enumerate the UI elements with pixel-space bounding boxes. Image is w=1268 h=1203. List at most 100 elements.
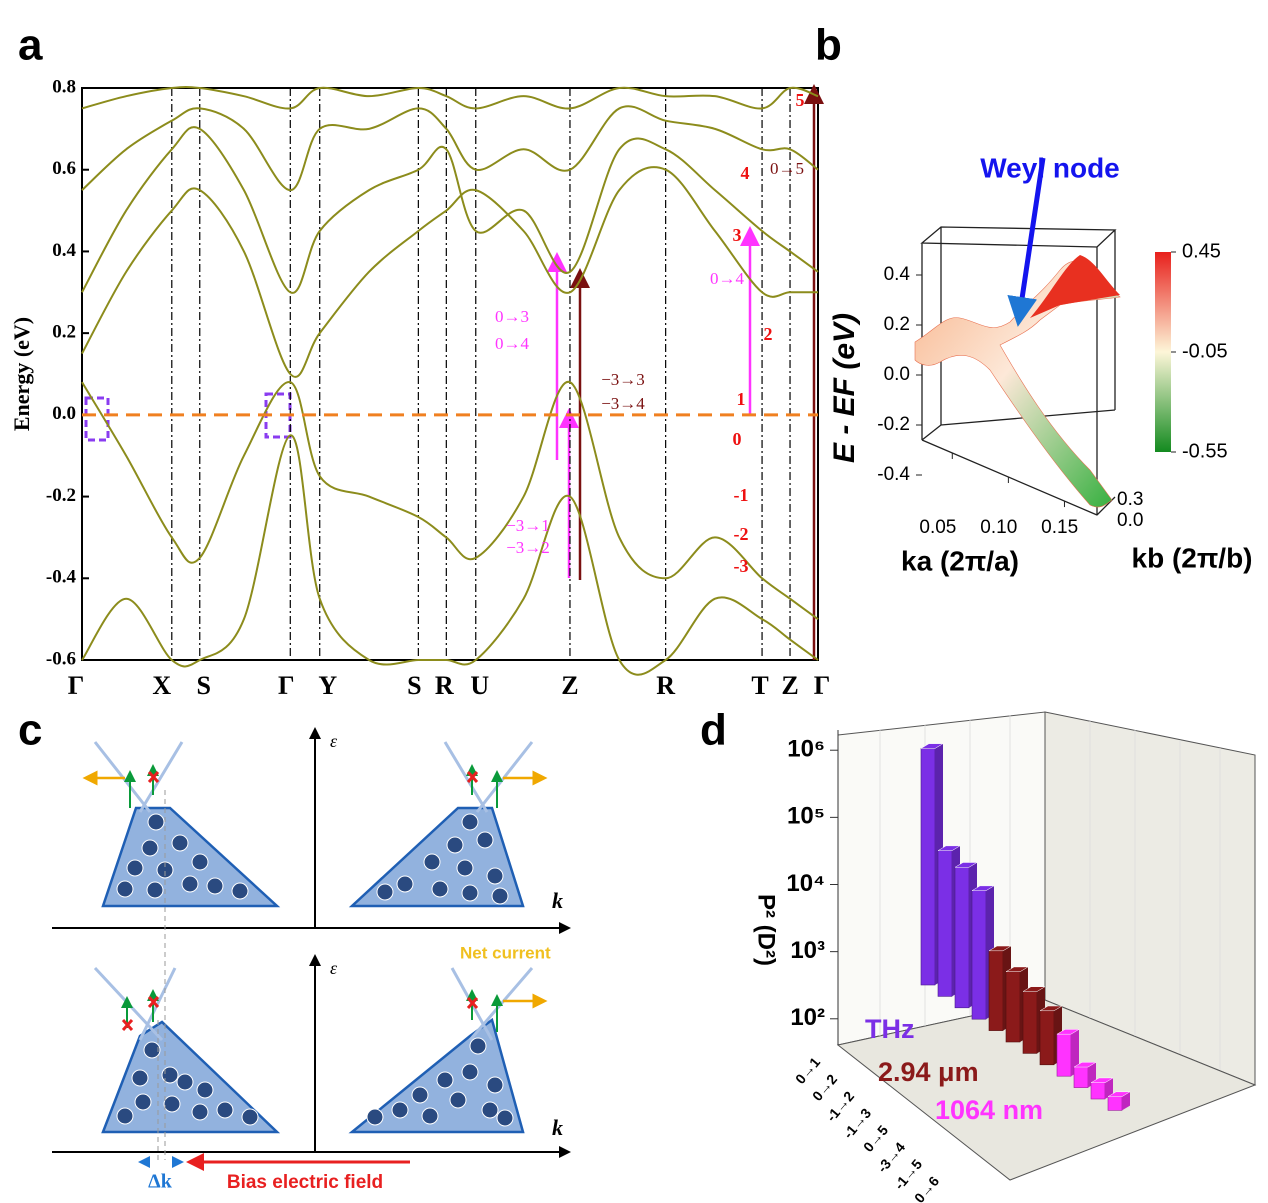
field-label: Bias electric field [227, 1172, 383, 1193]
weyl-box [84, 396, 110, 442]
colorbar-tick-label: 0.45 [1182, 240, 1221, 262]
z-tick-label: 0.2 [884, 314, 910, 335]
bar-top [1090, 1077, 1114, 1083]
bar-top [954, 862, 978, 868]
bar-side [1105, 1077, 1113, 1099]
bar-front [1090, 1082, 1106, 1100]
x-axis-label: ka (2π/a) [901, 545, 1019, 576]
axis-label: k [552, 888, 563, 913]
fermi-sea [101, 806, 281, 908]
y-axis-label: P² (D²) [753, 894, 780, 966]
axis-label: ε [330, 731, 338, 751]
bar [1090, 1077, 1114, 1100]
y-axis-label: Energy (eV) [9, 317, 34, 431]
band-index: -3 [734, 556, 749, 576]
y-tick-label: 10⁵ [787, 803, 825, 830]
y-tick-label: 0.3 [1117, 489, 1143, 510]
bar [1056, 1029, 1080, 1077]
bar-top [971, 885, 995, 891]
annotation: −3→4 [601, 394, 645, 413]
bar-top [937, 845, 961, 851]
mechanism-diagram: ε ε k k Net current Δk Bias electric fie… [52, 727, 571, 1193]
weyl-surface: Weyl node E - EF (eV) ka (2π/a) kb (2π/b… [828, 152, 1253, 576]
band [81, 166, 818, 378]
bar-front [920, 748, 936, 986]
bar [1073, 1062, 1097, 1088]
bar3d-chart: P² (D²) 10²10³10⁴10⁵10⁶0→10→2-1→2-1→30→5… [753, 711, 1257, 1203]
band-structure: Energy (eV) -0.6 -0.4 -0.2 0.0 0.2 0.4 0.6 0.8 Γ… [9, 76, 830, 700]
bar-front [937, 850, 953, 997]
band [81, 434, 819, 676]
y-tick-label: 0.6 [52, 158, 76, 179]
bar [1107, 1091, 1131, 1111]
band [81, 105, 819, 192]
bar-front [988, 950, 1004, 1031]
y-tick-label: 0.0 [52, 403, 76, 424]
band-index: 4 [741, 163, 750, 183]
x-tick-label: 0.15 [1041, 517, 1078, 538]
annotation: 0→4 [495, 334, 530, 353]
bar-top [1022, 986, 1046, 992]
x-tick-label: R [435, 671, 454, 700]
bar-top [1056, 1029, 1080, 1035]
legend-entry: 1064 nm [935, 1095, 1043, 1125]
z-axis-label: E - EF (eV) [828, 313, 861, 463]
z-tick-label: 0.4 [884, 264, 911, 285]
annotation: −3→3 [601, 370, 645, 389]
x-tick-label: S [407, 671, 421, 700]
bar-side [1071, 1029, 1079, 1077]
z-tick-label: -0.4 [877, 464, 910, 485]
bar-side [1122, 1091, 1130, 1111]
x-tick-label: Γ [68, 671, 85, 700]
x-tick-label: U [470, 671, 489, 700]
x-tick-label: Z [561, 671, 578, 700]
band [81, 381, 819, 620]
annotation: 0→3 [495, 307, 529, 326]
y-tick-label: 10⁴ [786, 870, 825, 897]
x-tick-label: Γ [278, 671, 295, 700]
colorbar-tick-label: -0.05 [1182, 340, 1228, 362]
panel-label: a [18, 21, 43, 70]
legend-entry: THz [865, 1014, 915, 1044]
y-tick-label: 10⁶ [787, 736, 825, 763]
plot-frame [81, 87, 819, 661]
bar-front [1056, 1033, 1072, 1077]
bar-front [954, 866, 970, 1009]
band-index: -1 [734, 485, 749, 505]
y-tick-label: -0.2 [46, 485, 76, 506]
x-tick-label: Y [318, 671, 337, 700]
weyl-arrow [1007, 157, 1046, 327]
band-index: 5 [796, 90, 805, 110]
bar-top [988, 945, 1012, 952]
y-tick-label: 0.8 [52, 76, 76, 97]
y-tick-label: 10³ [790, 937, 825, 964]
bar-top [1005, 966, 1029, 972]
y-tick-label: 0.0 [1117, 510, 1143, 531]
band-index: 2 [764, 324, 773, 344]
bar-top [920, 743, 944, 749]
x-tick-label: R [656, 671, 675, 700]
x-tick-label: Z [781, 671, 798, 700]
annotation: Weyl node [980, 152, 1120, 183]
y-tick-label: -0.4 [46, 567, 77, 588]
bar-top [1039, 1005, 1063, 1012]
y-tick-label: 0.2 [52, 322, 76, 343]
legend-entry: 2.94 μm [878, 1057, 979, 1087]
y-tick-label: -0.6 [46, 648, 76, 669]
y-tick-label: 10² [790, 1004, 825, 1031]
z-tick-label: -0.2 [877, 414, 910, 435]
bar-front [971, 890, 987, 1020]
band-index: 1 [737, 389, 746, 409]
panel-label: d [700, 706, 727, 755]
axis-label: k [552, 1115, 563, 1140]
band-surface-top [1030, 255, 1120, 318]
z-tick-label: 0.0 [884, 364, 910, 385]
x-tick-label: S [197, 671, 211, 700]
panel-label: b [815, 21, 842, 70]
x-tick-label: X [152, 671, 171, 700]
annotation: −3→2 [506, 538, 550, 557]
band [81, 85, 819, 110]
delta-k-label: Δk [148, 1171, 173, 1193]
band-index: -2 [734, 524, 749, 544]
